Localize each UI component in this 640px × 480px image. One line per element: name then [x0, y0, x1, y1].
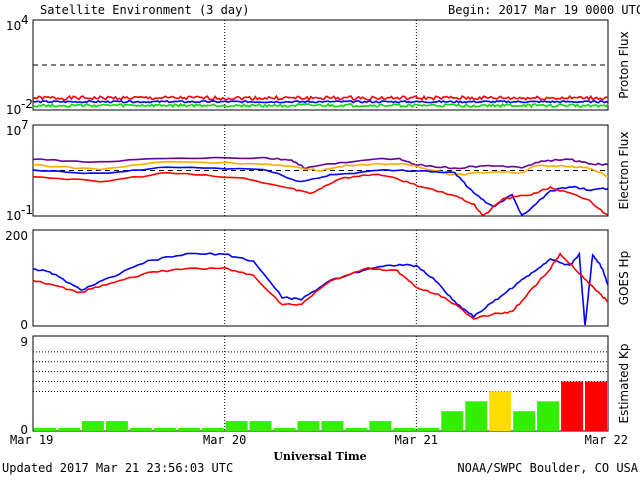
kp-bar [153, 428, 176, 431]
panel-frame-kp [32, 335, 609, 432]
kp-bar [513, 411, 536, 431]
kp-bar [441, 411, 464, 431]
x-tick-label: Mar 19 [10, 433, 53, 447]
x-tick-label: Mar 20 [203, 433, 246, 447]
kp-bar [321, 421, 344, 431]
kp-bar [465, 401, 488, 431]
y-tick-exponent: 7 [21, 118, 29, 132]
series-line-goes_hp-0 [32, 251, 609, 326]
kp-bar [105, 421, 128, 431]
begin-label: Begin: 2017 Mar 19 0000 UTC [448, 3, 640, 17]
y-tick-label: 10 [6, 124, 21, 138]
kp-bar [273, 428, 296, 431]
y-tick-label: 10 [6, 103, 21, 117]
chart-title: Satellite Environment (3 day) [40, 3, 250, 17]
kp-bar [201, 428, 224, 431]
y-tick-exponent: -2 [21, 97, 33, 111]
y-tick-label: 10 [6, 19, 21, 33]
kp-bar [585, 381, 607, 431]
series-line-electron-3 [32, 171, 609, 216]
series-line-proton-1 [32, 99, 609, 104]
updated-label: Updated 2017 Mar 21 23:56:03 UTC [2, 461, 233, 475]
kp-bar [81, 421, 104, 431]
y-axis-label-kp: Estimated Kp [617, 344, 631, 424]
series-line-electron-0 [32, 156, 609, 170]
x-tick-label: Mar 22 [585, 433, 628, 447]
y-axis-label-proton: Proton Flux [617, 31, 631, 98]
series-line-goes_hp-1 [32, 252, 609, 320]
kp-bar [297, 421, 320, 431]
kp-bar [369, 421, 392, 431]
y-axis-label-goes_hp: GOES Hp [617, 251, 631, 305]
kp-bar [537, 401, 560, 431]
series-line-electron-2 [32, 166, 609, 217]
series-line-electron-1 [32, 160, 609, 177]
kp-bar [489, 391, 512, 431]
kp-bar [561, 381, 584, 431]
y-tick-exponent: 4 [21, 13, 29, 27]
kp-bar [393, 428, 416, 431]
kp-bar [249, 421, 272, 431]
kp-bar [129, 428, 152, 431]
credit-label: NOAA/SWPC Boulder, CO USA [457, 461, 638, 475]
panel-frame-goes_hp [32, 229, 609, 327]
kp-bar [225, 421, 248, 431]
kp-bar [34, 428, 56, 431]
kp-bar [345, 428, 368, 431]
y-tick-label: 200 [5, 229, 28, 243]
y-tick-label: 0 [20, 318, 28, 332]
kp-bar [417, 428, 440, 431]
y-tick-label: 0 [20, 423, 28, 437]
series-line-proton-0 [32, 94, 609, 102]
y-axis-label-electron: Electron Flux [617, 132, 631, 210]
y-tick-exponent: -1 [21, 203, 33, 217]
kp-bar [177, 428, 200, 431]
series-line-proton-2 [32, 102, 609, 109]
y-tick-label: 9 [20, 335, 28, 349]
x-tick-label: Mar 21 [395, 433, 438, 447]
kp-bar [58, 428, 80, 431]
x-axis-title: Universal Time [273, 450, 366, 463]
y-tick-label: 10 [6, 209, 21, 223]
